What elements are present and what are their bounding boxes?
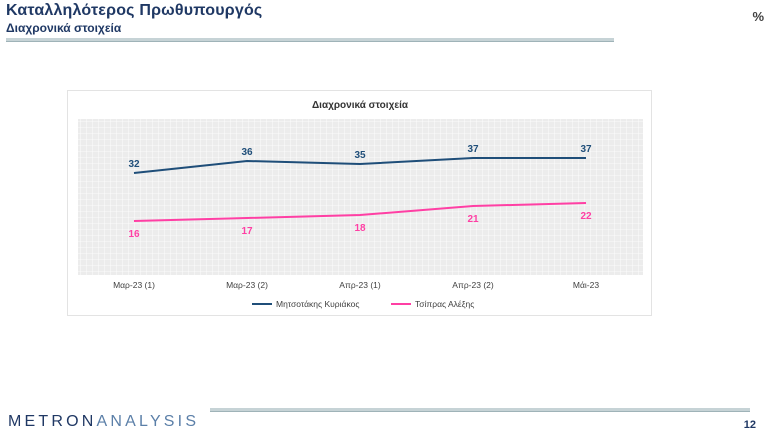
legend-label: Τσίπρας Αλέξης (415, 299, 474, 309)
slide-subtitle: Διαχρονικά στοιχεία (6, 21, 122, 35)
title-divider (6, 38, 614, 42)
x-tick-label: Μάι-23 (573, 280, 599, 290)
footer-divider (210, 408, 750, 412)
series-line-1 (133, 202, 587, 222)
slide-title: Καταλληλότερος Πρωθυπουργός (6, 2, 263, 19)
data-label: 32 (128, 159, 140, 170)
page-number: 12 (743, 419, 756, 431)
brand-logo-light: ANALYSIS (96, 413, 200, 430)
chart-title: Διαχρονικά στοιχεία (312, 100, 409, 111)
data-label: 22 (580, 211, 592, 222)
x-tick-label: Απρ-23 (2) (452, 280, 494, 290)
x-tick-label: Μαρ-23 (2) (226, 280, 268, 290)
legend-label: Μητσοτάκης Κυριάκος (276, 299, 359, 309)
data-label: 17 (241, 226, 253, 237)
x-tick-label: Απρ-23 (1) (339, 280, 381, 290)
unit-label: % (752, 9, 764, 24)
series-line-0 (133, 157, 586, 174)
data-label: 37 (580, 144, 592, 155)
chart-panel: Διαχρονικά στοιχεία 32 36 35 37 37 16 17 18 21 22… (67, 90, 652, 316)
data-label: 36 (241, 147, 253, 158)
brand-logo-dark: METRON (8, 413, 97, 430)
brand-logo: METRONANALYSIS (8, 413, 199, 431)
data-label: 35 (354, 150, 366, 161)
data-label: 21 (467, 214, 479, 225)
plot-grid (78, 119, 643, 275)
data-label: 18 (354, 223, 366, 234)
data-label: 16 (128, 229, 140, 240)
x-tick-label: Μαρ-23 (1) (113, 280, 155, 290)
data-label: 37 (467, 144, 479, 155)
line-chart: Διαχρονικά στοιχεία 32 36 35 37 37 16 17 18 21 22… (78, 100, 643, 309)
